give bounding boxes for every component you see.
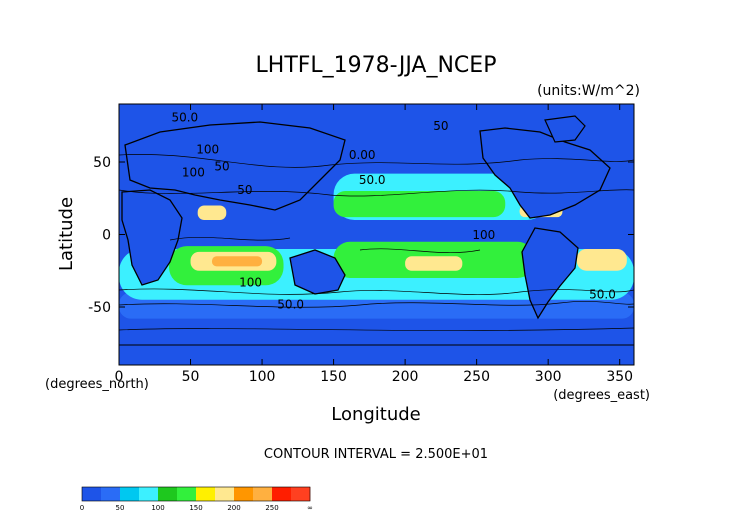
- contour-label: 50.0: [277, 297, 304, 311]
- continent-antarctica: [119, 344, 634, 365]
- x-tick-label: 250: [463, 369, 490, 385]
- colorbar-swatch: [158, 487, 178, 501]
- x-tick-label: 0: [115, 369, 124, 385]
- greenland: [544, 115, 586, 143]
- continent-australia: [289, 249, 346, 295]
- continents: [119, 115, 634, 365]
- y-tick-label: 50: [93, 155, 111, 171]
- y-axis-ticks: -50 0 50: [88, 155, 634, 316]
- contour-lines: [119, 154, 634, 331]
- x-tick-label: 50: [182, 369, 200, 385]
- y-axis-label: Latitude: [56, 197, 77, 271]
- region-arabian-sea: [197, 205, 227, 220]
- colorbar-swatch: [177, 487, 197, 501]
- colorbar-swatch: [215, 487, 235, 501]
- colorbar-tick-label: 250: [265, 504, 278, 512]
- colorbar-tick-label: 150: [189, 504, 202, 512]
- continent-north-america: [479, 127, 611, 219]
- contour-label: 100: [239, 276, 262, 290]
- colorbar-tick-label: 0: [80, 504, 84, 512]
- contour-label: 100: [182, 166, 205, 180]
- x-tick-label: 100: [249, 369, 276, 385]
- colorbar-swatch: [82, 487, 102, 501]
- colorbar: 0 50 100 150 200 250 ∞: [80, 486, 313, 512]
- x-tick-label: 200: [392, 369, 419, 385]
- colorbar-swatch: [234, 487, 254, 501]
- contour-label: 100: [196, 142, 219, 156]
- x-axis-ticks: 0 50 100 150 200 250 300 350: [115, 104, 633, 385]
- x-axis-label: Longitude: [331, 404, 421, 425]
- colorbar-swatch: [139, 487, 159, 501]
- contour-label: 50.0: [171, 110, 198, 124]
- y-unit-note: (degrees_north): [45, 377, 149, 392]
- contour-labels: 50.0 100 50 100 50 0.00 50.0 50 100 100 50.0 50.0: [171, 110, 615, 311]
- colorbar-tick-label: 50: [116, 504, 125, 512]
- contour-label: 0.00: [349, 148, 376, 162]
- contour-interval-label: CONTOUR INTERVAL = 2.500E+01: [264, 447, 488, 462]
- region-pacific-south-core: [405, 256, 463, 271]
- region-north-pacific-trades: [333, 191, 506, 218]
- plot-area: [119, 104, 634, 365]
- region-indian-ocean-max: [211, 256, 263, 267]
- colorbar-swatch: [272, 487, 292, 501]
- colorbar-swatch: [291, 487, 311, 501]
- contour-label: 50: [237, 183, 252, 197]
- continent-south-america: [521, 227, 579, 320]
- colorbar-tick-label: 200: [227, 504, 240, 512]
- continent-europe-asia: [124, 121, 346, 211]
- units-note: (units:W/m^2): [537, 83, 640, 99]
- x-tick-label: 300: [535, 369, 562, 385]
- y-tick-label: 0: [102, 228, 111, 244]
- contour-label: 50: [433, 119, 448, 133]
- contour-label: 100: [472, 228, 495, 242]
- colorbar-frame: [81, 486, 311, 502]
- contour-label: 50: [214, 160, 229, 174]
- contour-label: 50.0: [589, 287, 616, 301]
- colorbar-swatch: [101, 487, 121, 501]
- chart-title: LHTFL_1978-JJA_NCEP: [256, 53, 497, 78]
- colorbar-swatch: [120, 487, 140, 501]
- continent-africa: [121, 189, 183, 286]
- x-unit-note: (degrees_east): [553, 388, 650, 403]
- colorbar-tick-label: ∞: [307, 504, 313, 512]
- colorbar-tick-label: 100: [151, 504, 164, 512]
- colorbar-swatch: [196, 487, 216, 501]
- x-tick-label: 150: [320, 369, 347, 385]
- x-tick-label: 350: [606, 369, 633, 385]
- colorbar-swatch: [253, 487, 273, 501]
- y-tick-label: -50: [88, 300, 111, 316]
- region-south-atlantic: [576, 249, 627, 271]
- contour-label: 50.0: [359, 173, 386, 187]
